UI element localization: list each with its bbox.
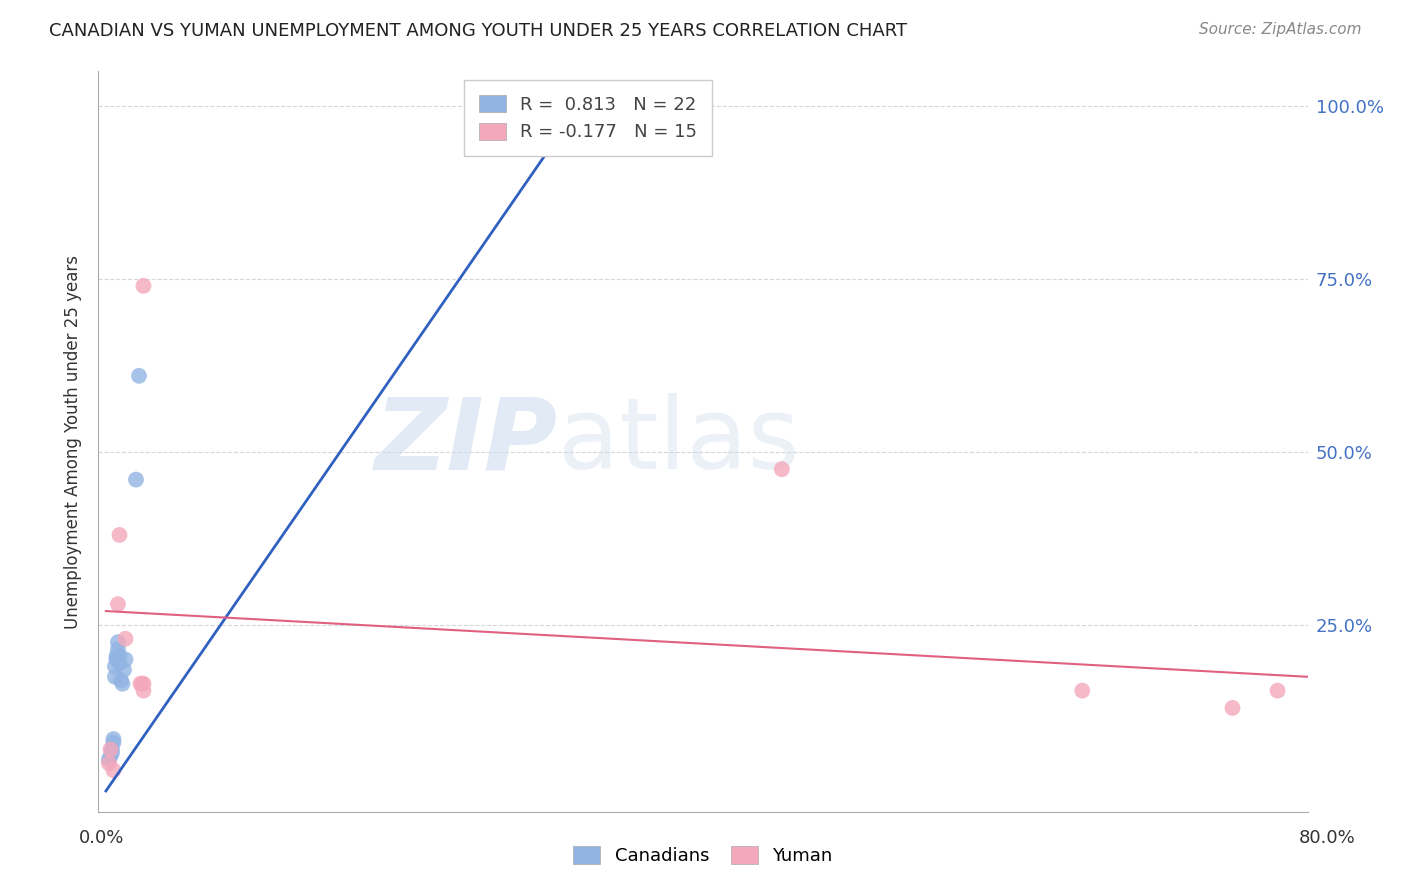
Point (132, 676, 155, 690)
Point (132, 278, 155, 293)
Point (97, 756, 120, 771)
Point (108, 528, 131, 542)
Point (103, 732, 125, 747)
Point (1222, 701, 1244, 715)
Legend: R =  0.813   N = 22, R = -0.177   N = 15: R = 0.813 N = 22, R = -0.177 N = 15 (464, 80, 711, 156)
Point (108, 656, 131, 670)
Text: 80.0%: 80.0% (1299, 829, 1355, 847)
Point (103, 763, 125, 777)
Text: 0.0%: 0.0% (79, 829, 124, 847)
Text: ZIP: ZIP (375, 393, 558, 490)
Point (104, 670, 127, 684)
Point (107, 635, 129, 649)
Point (131, 676, 153, 690)
Point (129, 676, 152, 690)
Point (107, 648, 129, 663)
Point (107, 597, 129, 611)
Point (125, 473, 148, 487)
Point (110, 673, 132, 688)
Legend: Canadians, Yuman: Canadians, Yuman (567, 839, 839, 872)
Point (1071, 683, 1094, 698)
Y-axis label: Unemployment Among Youth under 25 years: Unemployment Among Youth under 25 years (65, 254, 83, 629)
Text: Source: ZipAtlas.com: Source: ZipAtlas.com (1198, 22, 1361, 37)
Point (100, 749, 122, 764)
Point (108, 648, 131, 663)
Point (1267, 683, 1289, 698)
Point (546, 106, 568, 120)
Point (112, 663, 135, 677)
Point (132, 683, 155, 698)
Point (107, 642, 129, 657)
Point (114, 632, 136, 646)
Point (103, 735, 125, 749)
Point (105, 652, 128, 666)
Point (770, 462, 793, 476)
Text: CANADIAN VS YUMAN UNEMPLOYMENT AMONG YOUTH UNDER 25 YEARS CORRELATION CHART: CANADIAN VS YUMAN UNEMPLOYMENT AMONG YOU… (49, 22, 907, 40)
Point (104, 659, 127, 673)
Point (114, 652, 136, 666)
Point (97, 753, 120, 767)
Point (105, 648, 128, 663)
Point (128, 368, 150, 383)
Point (101, 742, 124, 756)
Point (111, 676, 134, 690)
Point (101, 746, 124, 760)
Text: atlas: atlas (558, 393, 800, 490)
Point (100, 742, 122, 756)
